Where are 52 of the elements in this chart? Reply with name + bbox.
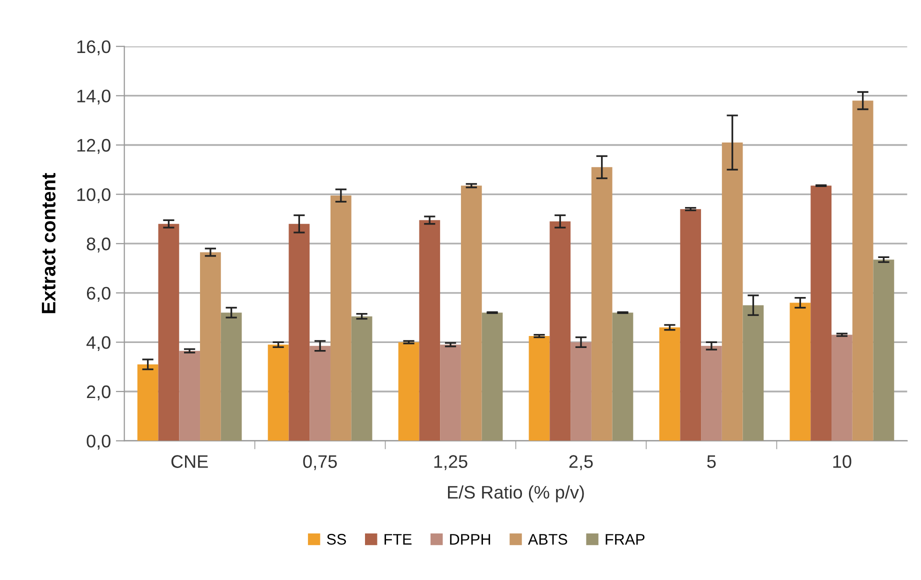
bar xyxy=(330,196,352,441)
x-tick-label: 0,75 xyxy=(303,455,337,470)
bar xyxy=(680,209,702,441)
legend-label: DPPH xyxy=(450,534,490,545)
bar xyxy=(419,220,440,441)
x-tick-label: 1,25 xyxy=(434,455,468,470)
bar xyxy=(220,312,242,441)
bar xyxy=(158,224,180,441)
bar xyxy=(482,312,503,441)
y-tick-label: 14,0 xyxy=(77,90,110,105)
y-tick-label: 6,0 xyxy=(86,286,110,302)
x-tick-label: 10 xyxy=(833,455,852,468)
bar xyxy=(570,342,592,441)
y-tick-label: 10,0 xyxy=(77,188,110,204)
bar xyxy=(722,142,743,441)
x-tick-label: 2,5 xyxy=(569,455,593,470)
bar xyxy=(832,334,852,441)
bar xyxy=(790,302,811,441)
bar xyxy=(612,312,634,441)
bar xyxy=(200,252,221,441)
bar xyxy=(810,186,832,441)
y-tick-label: 2,0 xyxy=(86,385,110,400)
x-tick-label: 5 xyxy=(707,455,716,468)
bar xyxy=(550,221,571,441)
bar xyxy=(440,344,461,441)
bar xyxy=(528,336,550,441)
bar xyxy=(460,186,482,441)
bar xyxy=(701,346,722,441)
bar xyxy=(137,364,158,441)
bar xyxy=(268,344,289,441)
bar xyxy=(659,327,680,441)
legend-label: ABTS xyxy=(528,534,568,545)
y-tick-label: 8,0 xyxy=(86,238,110,252)
bar xyxy=(398,342,420,441)
bar xyxy=(288,224,310,441)
y-tick-label: 12,0 xyxy=(77,138,110,154)
y-tick-label: 4,0 xyxy=(86,336,110,352)
legend-label: FTE xyxy=(384,534,412,545)
legend-label: SS xyxy=(326,534,346,545)
x-axis-title: E/S Ratio (% p/v) xyxy=(448,485,584,502)
y-axis-title: Extract content xyxy=(42,173,56,314)
y-tick-label: 16,0 xyxy=(77,40,110,56)
bar xyxy=(591,167,612,441)
bar xyxy=(873,260,894,441)
bar xyxy=(351,316,372,441)
bar xyxy=(310,346,330,441)
bar xyxy=(742,305,764,441)
y-tick-label: 0,0 xyxy=(86,434,110,450)
bar xyxy=(852,100,874,441)
legend-label: FRAP xyxy=(606,534,644,545)
x-tick-label: CNE xyxy=(171,455,208,468)
bar xyxy=(179,350,200,441)
